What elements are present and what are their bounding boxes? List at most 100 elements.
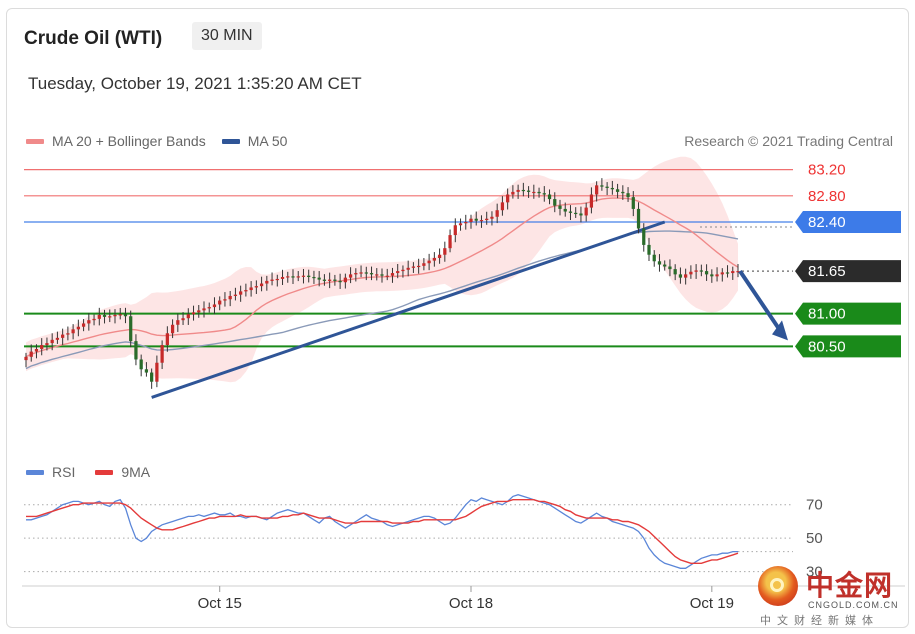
legend-ma50-label: MA 50 <box>247 133 288 149</box>
timestamp-label: Tuesday, October 19, 2021 1:35:20 AM CET <box>28 74 362 93</box>
candle <box>228 295 232 300</box>
candle <box>191 312 196 315</box>
pivot-tag <box>795 211 901 233</box>
candle <box>369 273 374 275</box>
candle <box>417 265 421 268</box>
candle <box>422 263 426 266</box>
legend-ma20: MA 20 + Bollinger Bands <box>26 133 206 149</box>
current-price-label: 81.65 <box>808 263 846 280</box>
candle <box>312 276 316 279</box>
instrument-title: Crude Oil (WTI) <box>24 28 163 49</box>
candle <box>516 189 520 192</box>
candle <box>233 294 238 296</box>
candle <box>663 264 667 267</box>
candle <box>558 205 562 209</box>
candle <box>631 197 635 209</box>
rsi-level-label-50: 50 <box>806 530 823 547</box>
candle <box>348 274 353 278</box>
candle <box>406 267 410 270</box>
candle <box>134 341 138 360</box>
candle <box>396 271 400 274</box>
candle <box>432 258 436 261</box>
rsi-level-label-30: 30 <box>806 564 823 581</box>
candle <box>443 248 447 255</box>
candle <box>673 269 677 275</box>
candle <box>61 334 65 338</box>
candle <box>390 273 395 276</box>
legend-rsi-label: RSI <box>52 464 76 480</box>
candle <box>710 274 714 277</box>
ma20-swatch-icon <box>26 138 44 144</box>
candle <box>24 356 28 361</box>
candle <box>411 266 416 268</box>
candle <box>76 326 80 330</box>
candle <box>317 277 321 280</box>
x-tick-label-Oct-19: Oct 19 <box>690 595 734 612</box>
candle <box>176 320 180 325</box>
candle <box>186 314 190 319</box>
candle <box>170 324 175 334</box>
candle <box>181 318 185 321</box>
candle <box>704 271 709 275</box>
candle <box>92 318 96 321</box>
candle <box>521 189 525 192</box>
candle <box>699 270 703 272</box>
candle <box>563 208 567 212</box>
candle <box>401 269 405 272</box>
candle <box>694 270 698 272</box>
candle <box>144 369 149 373</box>
candle <box>647 244 651 255</box>
cngold-logo-icon <box>758 566 798 606</box>
watermark-domain: CNGOLD.COM.CN <box>808 600 899 610</box>
current-price-tag <box>795 260 901 283</box>
candle <box>244 290 248 292</box>
candle <box>129 316 133 342</box>
candle <box>322 279 327 281</box>
candle <box>626 193 630 198</box>
candle <box>265 280 269 284</box>
candle <box>280 276 285 279</box>
candle <box>212 304 217 308</box>
candle <box>678 274 683 278</box>
candle <box>490 216 494 219</box>
candle <box>160 345 164 363</box>
candle <box>458 223 463 226</box>
candle <box>652 254 656 262</box>
candle <box>364 272 368 274</box>
candle <box>301 275 306 277</box>
candle <box>574 212 578 215</box>
candles <box>24 178 740 389</box>
candle <box>668 266 672 270</box>
candle <box>223 299 227 301</box>
candle <box>249 287 253 291</box>
candle <box>385 275 389 277</box>
candle <box>553 199 557 206</box>
candle <box>731 271 735 274</box>
interval-badge[interactable]: 30 MIN <box>192 22 262 50</box>
rsi-ma9-line <box>26 499 739 564</box>
candle <box>165 333 169 346</box>
candle <box>506 194 510 203</box>
rsi-legend: RSI 9MA <box>26 464 150 480</box>
legend-ma50: MA 50 <box>221 133 288 149</box>
candle <box>50 339 54 344</box>
watermark-logo: 中金网 CNGOLD.COM.CN 中文财经新媒体 <box>756 562 906 627</box>
candle <box>526 190 531 192</box>
candle <box>464 222 468 224</box>
candle <box>485 218 489 221</box>
candle <box>532 191 536 194</box>
candle <box>500 202 505 211</box>
candle <box>595 185 599 195</box>
candle <box>40 345 44 349</box>
candle <box>81 323 86 327</box>
legend-ma9: 9MA <box>95 464 150 480</box>
candle <box>275 278 279 281</box>
pivot-label: 82.40 <box>808 214 846 231</box>
copyright-label: Research © 2021 Trading Central <box>684 133 893 149</box>
candle <box>259 283 264 287</box>
forecast-arrowhead-icon <box>772 320 788 341</box>
candle <box>239 291 243 295</box>
legend-ma20-label: MA 20 + Bollinger Bands <box>52 133 206 149</box>
candle <box>584 207 588 216</box>
candle <box>511 191 515 195</box>
